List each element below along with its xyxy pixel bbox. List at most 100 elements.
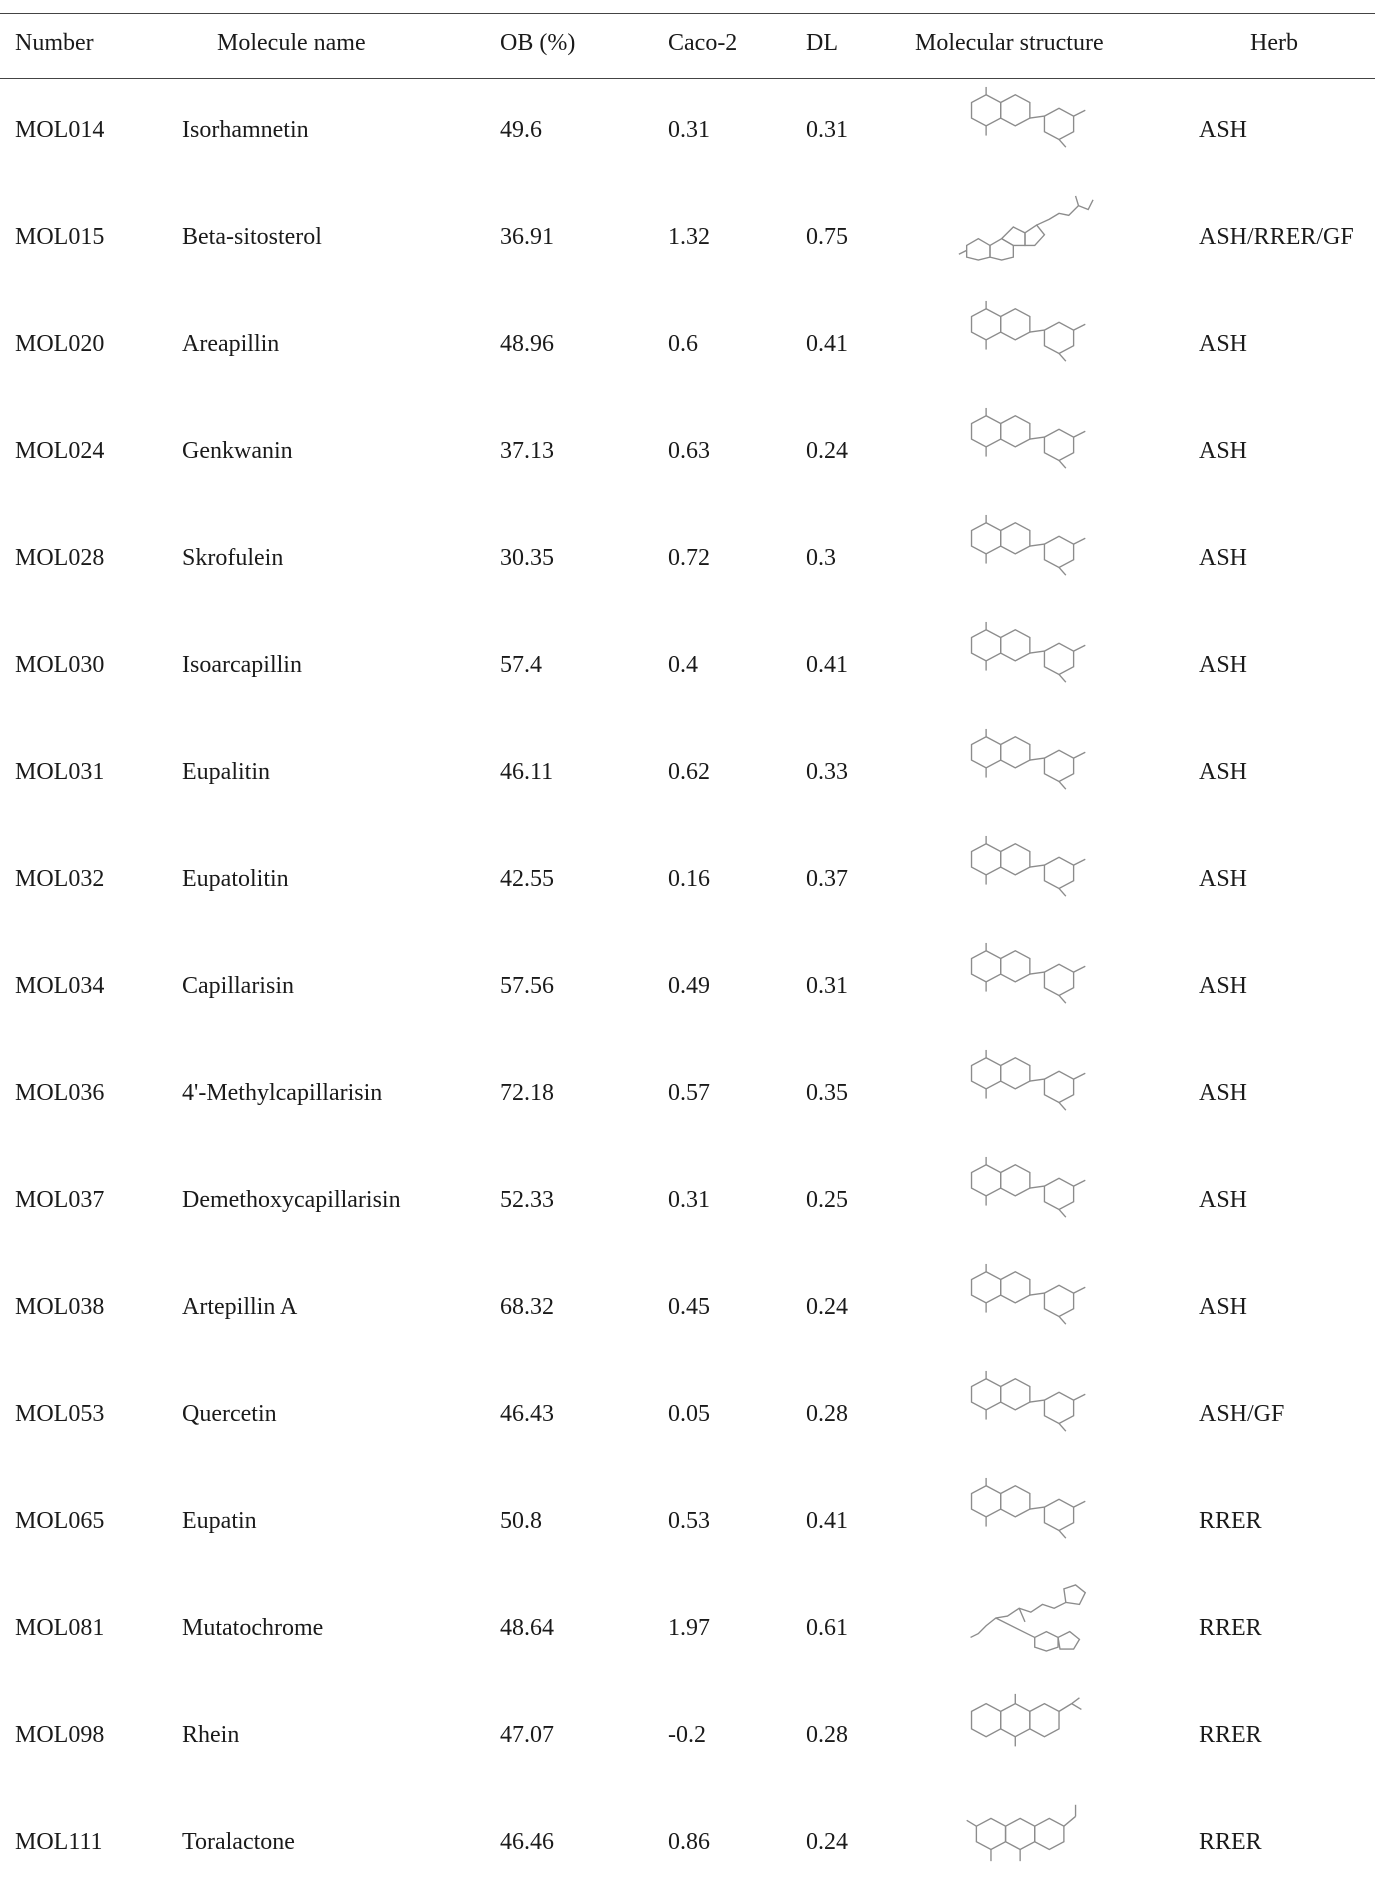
header-herb: Herb bbox=[1250, 30, 1298, 56]
cell-number: MOL015 bbox=[15, 224, 105, 250]
cell-molecule-name: Rhein bbox=[182, 1722, 240, 1748]
cell-molecule-name: Toralactone bbox=[182, 1829, 295, 1855]
molecular-structure-image bbox=[950, 1155, 1100, 1225]
cell-ob: 47.07 bbox=[500, 1722, 554, 1748]
cell-ob: 57.4 bbox=[500, 652, 542, 678]
cell-ob: 42.55 bbox=[500, 866, 554, 892]
cell-herb: ASH bbox=[1199, 1080, 1248, 1106]
cell-herb: RRER bbox=[1199, 1829, 1262, 1855]
cell-ob: 50.8 bbox=[500, 1508, 542, 1534]
cell-herb: ASH bbox=[1199, 117, 1248, 143]
cell-dl: 0.35 bbox=[806, 1080, 848, 1106]
molecular-structure-image bbox=[950, 1690, 1100, 1760]
cell-dl: 0.25 bbox=[806, 1187, 848, 1213]
cell-herb: ASH/GF bbox=[1199, 1401, 1285, 1427]
cell-herb: ASH bbox=[1199, 1294, 1248, 1320]
cell-number: MOL036 bbox=[15, 1080, 105, 1106]
cell-number: MOL020 bbox=[15, 331, 105, 357]
cell-dl: 0.61 bbox=[806, 1615, 848, 1641]
cell-number: MOL014 bbox=[15, 117, 105, 143]
cell-molecule-name: Isoarcapillin bbox=[182, 652, 302, 678]
cell-caco2: 0.62 bbox=[668, 759, 710, 785]
cell-herb: ASH bbox=[1199, 331, 1248, 357]
header-dl: DL bbox=[806, 30, 838, 56]
cell-herb: ASH bbox=[1199, 545, 1248, 571]
cell-dl: 0.31 bbox=[806, 973, 848, 999]
cell-dl: 0.41 bbox=[806, 331, 848, 357]
cell-ob: 37.13 bbox=[500, 438, 554, 464]
cell-dl: 0.41 bbox=[806, 1508, 848, 1534]
cell-ob: 46.46 bbox=[500, 1829, 554, 1855]
cell-caco2: 0.86 bbox=[668, 1829, 710, 1855]
cell-caco2: 0.49 bbox=[668, 973, 710, 999]
cell-ob: 30.35 bbox=[500, 545, 554, 571]
header-molecular-structure: Molecular structure bbox=[915, 30, 1104, 56]
cell-molecule-name: Eupatin bbox=[182, 1508, 257, 1534]
cell-molecule-name: 4'-Methylcapillarisin bbox=[182, 1080, 383, 1106]
cell-number: MOL037 bbox=[15, 1187, 105, 1213]
molecular-structure-image bbox=[950, 1797, 1100, 1867]
molecular-structure-image bbox=[950, 1583, 1100, 1653]
cell-number: MOL038 bbox=[15, 1294, 105, 1320]
cell-molecule-name: Quercetin bbox=[182, 1401, 277, 1427]
cell-number: MOL081 bbox=[15, 1615, 105, 1641]
cell-caco2: 1.32 bbox=[668, 224, 710, 250]
cell-molecule-name: Eupalitin bbox=[182, 759, 270, 785]
cell-molecule-name: Artepillin A bbox=[182, 1294, 298, 1320]
molecular-structure-image bbox=[950, 299, 1100, 369]
header-caco2: Caco-2 bbox=[668, 30, 738, 56]
header-ob: OB (%) bbox=[500, 30, 576, 56]
cell-caco2: 0.6 bbox=[668, 331, 698, 357]
cell-herb: ASH bbox=[1199, 1187, 1248, 1213]
table-header-rule bbox=[0, 78, 1375, 79]
cell-caco2: 0.63 bbox=[668, 438, 710, 464]
cell-herb: ASH bbox=[1199, 973, 1248, 999]
cell-dl: 0.31 bbox=[806, 117, 848, 143]
cell-caco2: 0.4 bbox=[668, 652, 698, 678]
cell-ob: 48.64 bbox=[500, 1615, 554, 1641]
molecular-structure-image bbox=[950, 513, 1100, 583]
cell-dl: 0.24 bbox=[806, 438, 848, 464]
cell-ob: 72.18 bbox=[500, 1080, 554, 1106]
molecular-structure-image bbox=[950, 406, 1100, 476]
cell-caco2: 0.05 bbox=[668, 1401, 710, 1427]
cell-herb: ASH bbox=[1199, 438, 1248, 464]
cell-number: MOL028 bbox=[15, 545, 105, 571]
molecular-structure-image bbox=[950, 941, 1100, 1011]
cell-herb: RRER bbox=[1199, 1615, 1262, 1641]
cell-molecule-name: Genkwanin bbox=[182, 438, 293, 464]
cell-herb: ASH bbox=[1199, 652, 1248, 678]
cell-caco2: 0.31 bbox=[668, 1187, 710, 1213]
cell-number: MOL034 bbox=[15, 973, 105, 999]
header-molecule-name: Molecule name bbox=[217, 30, 366, 56]
cell-caco2: 1.97 bbox=[668, 1615, 710, 1641]
cell-caco2: 0.31 bbox=[668, 117, 710, 143]
cell-molecule-name: Beta-sitosterol bbox=[182, 224, 322, 250]
cell-number: MOL031 bbox=[15, 759, 105, 785]
cell-number: MOL053 bbox=[15, 1401, 105, 1427]
cell-molecule-name: Mutatochrome bbox=[182, 1615, 324, 1641]
molecular-structure-image bbox=[950, 1476, 1100, 1546]
cell-ob: 46.11 bbox=[500, 759, 554, 785]
cell-molecule-name: Eupatolitin bbox=[182, 866, 289, 892]
molecular-structure-image bbox=[950, 1048, 1100, 1118]
cell-caco2: -0.2 bbox=[668, 1722, 706, 1748]
header-number: Number bbox=[15, 30, 94, 56]
cell-molecule-name: Skrofulein bbox=[182, 545, 284, 571]
table-top-rule bbox=[0, 13, 1375, 14]
molecular-structure-image bbox=[950, 834, 1100, 904]
cell-caco2: 0.72 bbox=[668, 545, 710, 571]
cell-ob: 46.43 bbox=[500, 1401, 554, 1427]
cell-dl: 0.41 bbox=[806, 652, 848, 678]
cell-herb: ASH/RRER/GF bbox=[1199, 224, 1354, 250]
cell-molecule-name: Demethoxycapillarisin bbox=[182, 1187, 401, 1213]
molecular-structure-image bbox=[950, 1262, 1100, 1332]
cell-number: MOL098 bbox=[15, 1722, 105, 1748]
cell-dl: 0.28 bbox=[806, 1401, 848, 1427]
molecular-structure-image bbox=[950, 1369, 1100, 1439]
cell-caco2: 0.45 bbox=[668, 1294, 710, 1320]
cell-caco2: 0.53 bbox=[668, 1508, 710, 1534]
cell-ob: 68.32 bbox=[500, 1294, 554, 1320]
cell-dl: 0.75 bbox=[806, 224, 848, 250]
cell-number: MOL024 bbox=[15, 438, 105, 464]
